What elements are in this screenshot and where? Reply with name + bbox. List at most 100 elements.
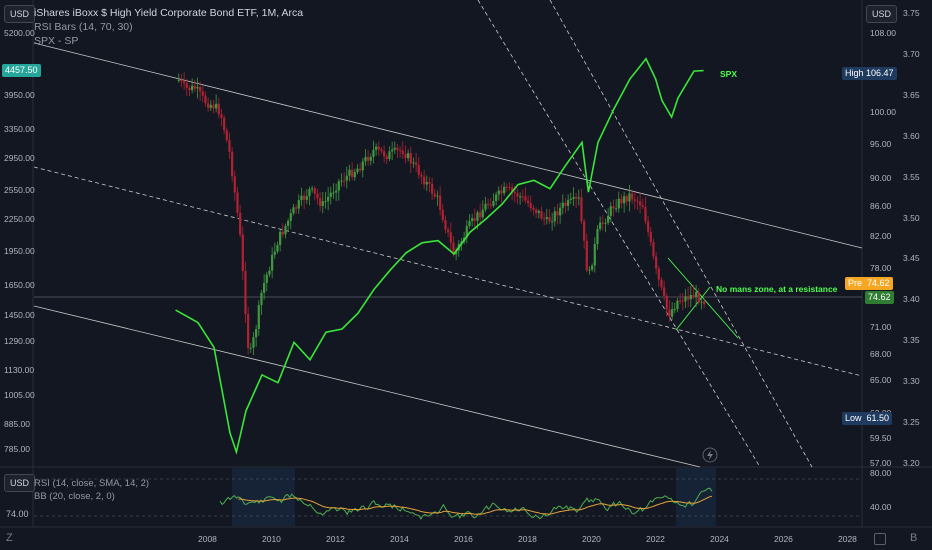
low-value: 61.50	[866, 413, 890, 423]
left-tick-label: 3350.00	[4, 124, 35, 134]
right-price-tick-label: 95.00	[870, 139, 892, 149]
rsi-ma-line	[238, 495, 713, 515]
gear-icon[interactable]	[874, 533, 886, 545]
left-tick-label: 1005.00	[4, 390, 35, 400]
candle-body	[439, 195, 442, 210]
left-tick-label: 3950.00	[4, 90, 35, 100]
right-price-tick-label: 57.00	[870, 458, 892, 468]
diagonal-dashed-line-2	[549, 0, 813, 468]
candle-body	[631, 193, 634, 200]
candle-body	[575, 197, 578, 199]
candle-body	[236, 192, 239, 213]
candle-body	[495, 194, 498, 201]
right-price-tick-label: 68.00	[870, 349, 892, 359]
left-tick-label: 2950.00	[4, 153, 35, 163]
candle-body	[281, 231, 284, 235]
pre-value: 74.62	[867, 278, 890, 288]
candle-body	[529, 203, 532, 209]
rsi-legend: RSI (14, close, SMA, 14, 2) BB (20, clos…	[34, 477, 149, 503]
candle-body	[207, 103, 210, 108]
candle-body	[308, 189, 311, 197]
indicator-spx[interactable]: SPX - SP	[34, 35, 79, 47]
candle-body	[449, 232, 452, 243]
candle-body	[593, 243, 596, 266]
candle-body	[239, 212, 242, 235]
indicator-rsi-bars[interactable]: RSI Bars (14, 70, 30)	[34, 21, 133, 33]
symbol-title[interactable]: iShares iBoxx $ High Yield Corporate Bon…	[34, 7, 304, 19]
candle-body	[455, 250, 458, 255]
candle-body	[503, 186, 506, 194]
right-scale-tick-label: 3.40	[903, 294, 920, 304]
candle-body	[519, 196, 522, 198]
right-scale-tick-label: 3.75	[903, 8, 920, 18]
high-value: 106.47	[866, 68, 894, 78]
candle-body	[204, 95, 207, 104]
candle-body	[452, 242, 455, 255]
left-tick-label: 2250.00	[4, 214, 35, 224]
candle-body	[465, 226, 468, 238]
candle-body	[553, 211, 556, 222]
candle-body	[273, 251, 276, 255]
candle-body	[521, 196, 524, 198]
time-tick-label: 2026	[774, 534, 793, 544]
high-label: High	[845, 68, 864, 78]
candle-body	[663, 287, 666, 296]
time-tick-label: 2010	[262, 534, 281, 544]
bb-indicator-title[interactable]: BB (20, close, 2, 0)	[34, 491, 115, 502]
candle-body	[447, 229, 450, 233]
rsi-currency-button[interactable]: USD	[4, 474, 36, 492]
chart-legend: iShares iBoxx $ High Yield Corporate Bon…	[34, 6, 303, 48]
candle-body	[700, 301, 703, 303]
candle-body	[540, 211, 543, 219]
rsi-line	[219, 487, 713, 520]
candle-body	[500, 190, 503, 194]
candle-body	[537, 211, 540, 213]
wedge-lower-line	[675, 286, 711, 331]
right-scale-tick-label: 3.65	[903, 90, 920, 100]
lightning-icon[interactable]	[702, 447, 718, 463]
wedge-lines	[667, 257, 739, 339]
currency-button[interactable]: USD	[4, 5, 36, 23]
candle-body	[327, 196, 330, 202]
candle-body	[487, 203, 490, 205]
candle-body	[212, 104, 215, 109]
candle-body	[588, 269, 591, 271]
settings-b-icon[interactable]: B	[910, 532, 918, 544]
time-tick-label: 2012	[326, 534, 345, 544]
candle-body	[196, 87, 199, 89]
candle-body	[543, 218, 546, 220]
candle-body	[217, 103, 220, 115]
candle-body	[556, 211, 559, 216]
time-axis-ticks: 2008 2010 2012 2014 2016 2018 2020 2022 2024 2026…	[198, 534, 857, 544]
candle-body	[489, 204, 492, 206]
candle-body	[383, 151, 386, 157]
candle-body	[660, 279, 663, 288]
candle-body	[647, 221, 650, 232]
candle-body	[316, 193, 319, 199]
candle-body	[399, 150, 402, 152]
candle-body	[591, 265, 594, 270]
candle-body	[572, 197, 575, 199]
candle-body	[561, 202, 564, 208]
candle-body	[612, 206, 615, 209]
candle-body	[284, 225, 287, 235]
left-tick-label: 1650.00	[4, 280, 35, 290]
right-price-tick-label: 100.00	[870, 107, 896, 117]
candle-body	[679, 300, 682, 302]
candle-body	[695, 292, 698, 298]
last-price-tag: 74.62	[865, 291, 894, 304]
timezone-icon[interactable]: Z	[6, 532, 13, 544]
candle-body	[527, 200, 530, 204]
rsi-indicator-title[interactable]: RSI (14, close, SMA, 14, 2)	[34, 478, 150, 489]
candle-body	[191, 85, 194, 91]
candle-body	[337, 181, 340, 191]
rsi-left-value: 74.00	[6, 509, 29, 519]
pre-label: Pre	[848, 278, 863, 288]
wedge-upper-line	[667, 257, 739, 339]
candle-body	[601, 222, 604, 224]
right-currency-button[interactable]: USD	[866, 5, 898, 23]
candle-body	[329, 192, 332, 197]
candle-body	[684, 296, 687, 302]
candle-body	[279, 231, 282, 245]
